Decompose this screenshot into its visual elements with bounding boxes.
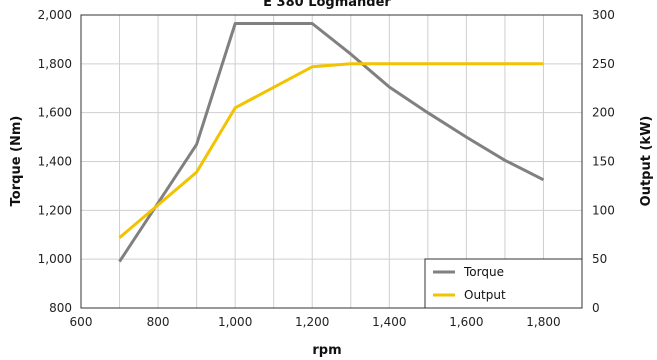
y-right-tick-label: 100 — [592, 203, 615, 217]
series-layer — [118, 22, 545, 263]
series-line-torque — [118, 22, 545, 263]
x-tick-label: 1,800 — [526, 315, 560, 329]
y-left-tick-label: 2,000 — [38, 8, 72, 22]
plot-frame — [80, 14, 583, 309]
x-tick-label: 1,600 — [449, 315, 483, 329]
x-tick-label: 1,200 — [295, 315, 329, 329]
series-line-output — [118, 62, 544, 239]
legend-label-output: Output — [464, 288, 506, 302]
x-axis-title: rpm — [312, 343, 341, 358]
y-right-tick-label: 0 — [592, 301, 600, 315]
y-left-tick-label: 1,000 — [38, 252, 72, 266]
legend-box — [424, 258, 583, 309]
y-right-tick-label: 150 — [592, 155, 615, 169]
tick-labels: 600 800 1,000 1,200 1,400 1,600 1,8008001,0001… — [38, 8, 615, 329]
chart-title: E 380 Logmander — [263, 0, 391, 10]
legend: Torque Output — [424, 258, 583, 309]
x-tick-label: 1,400 — [372, 315, 406, 329]
y-right-tick-label: 50 — [592, 252, 607, 266]
y-left-tick-label: 1,800 — [38, 57, 72, 71]
y-right-tick-label: 200 — [592, 106, 615, 120]
x-tick-label: 800 — [147, 315, 170, 329]
y-right-tick-label: 250 — [592, 57, 615, 71]
plot-area-border — [80, 14, 583, 309]
y-left-tick-label: 800 — [49, 301, 72, 315]
legend-label-torque: Torque — [463, 265, 504, 279]
y-left-tick-label: 1,600 — [38, 106, 72, 120]
x-tick-label: 1,000 — [218, 315, 252, 329]
y-left-tick-label: 1,200 — [38, 203, 72, 217]
y-right-tick-label: 300 — [592, 8, 615, 22]
y-axis-right-title: Output (kW) — [639, 116, 654, 207]
y-axis-left-title: Torque (Nm) — [9, 116, 24, 207]
x-tick-label: 600 — [70, 315, 93, 329]
y-left-tick-label: 1,400 — [38, 155, 72, 169]
